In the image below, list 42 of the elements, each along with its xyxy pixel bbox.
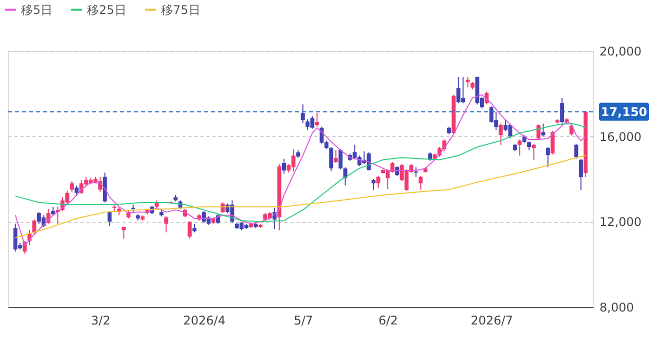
candlestick: [536, 124, 541, 140]
candlestick: [498, 123, 503, 146]
legend-label: 移75日: [161, 2, 200, 17]
x-tick-label: 3/2: [91, 314, 110, 328]
x-tick-label: 5/7: [294, 314, 314, 328]
x-tick-label: 2026/7: [470, 314, 513, 328]
candlestick: [32, 219, 36, 235]
x-tick-label: 6/2: [378, 314, 398, 328]
y-tick-label: 8,000: [600, 300, 634, 314]
line-series: [14, 123, 586, 222]
candlestick: [546, 146, 550, 168]
candlestick: [418, 175, 423, 190]
candlestick: [414, 166, 418, 178]
candlestick: [334, 149, 338, 164]
y-tick-label: 12,000: [600, 215, 642, 230]
candlestick: [372, 178, 376, 191]
legend-label: 移25日: [87, 2, 126, 17]
y-tick-label: 16,000: [600, 130, 642, 144]
candlestick: [560, 97, 564, 124]
candlestick: [550, 130, 555, 155]
candlestick: [74, 184, 79, 197]
candlestick: [122, 226, 126, 240]
candlestick: [70, 180, 74, 192]
candlestick: [466, 76, 470, 88]
candlestick: [532, 143, 536, 161]
candlestick: [164, 216, 168, 233]
candlestick: [188, 221, 192, 240]
candlestick: [329, 146, 334, 172]
candlestick: [108, 210, 112, 226]
candlestick: [338, 148, 343, 170]
x-tick-label: 2026/4: [183, 314, 226, 328]
y-tick-label: 20,000: [600, 44, 642, 58]
candlestick: [376, 175, 380, 189]
candlestick: [578, 158, 583, 191]
candlestick: [518, 139, 522, 156]
candlestick: [574, 143, 578, 160]
candlestick: [541, 123, 546, 137]
candlestick: [314, 112, 319, 128]
candlestick: [282, 158, 286, 174]
legend-label: 移5日: [21, 2, 53, 17]
candlestick: [300, 104, 305, 124]
ref-line-label: 17,150: [600, 104, 648, 119]
